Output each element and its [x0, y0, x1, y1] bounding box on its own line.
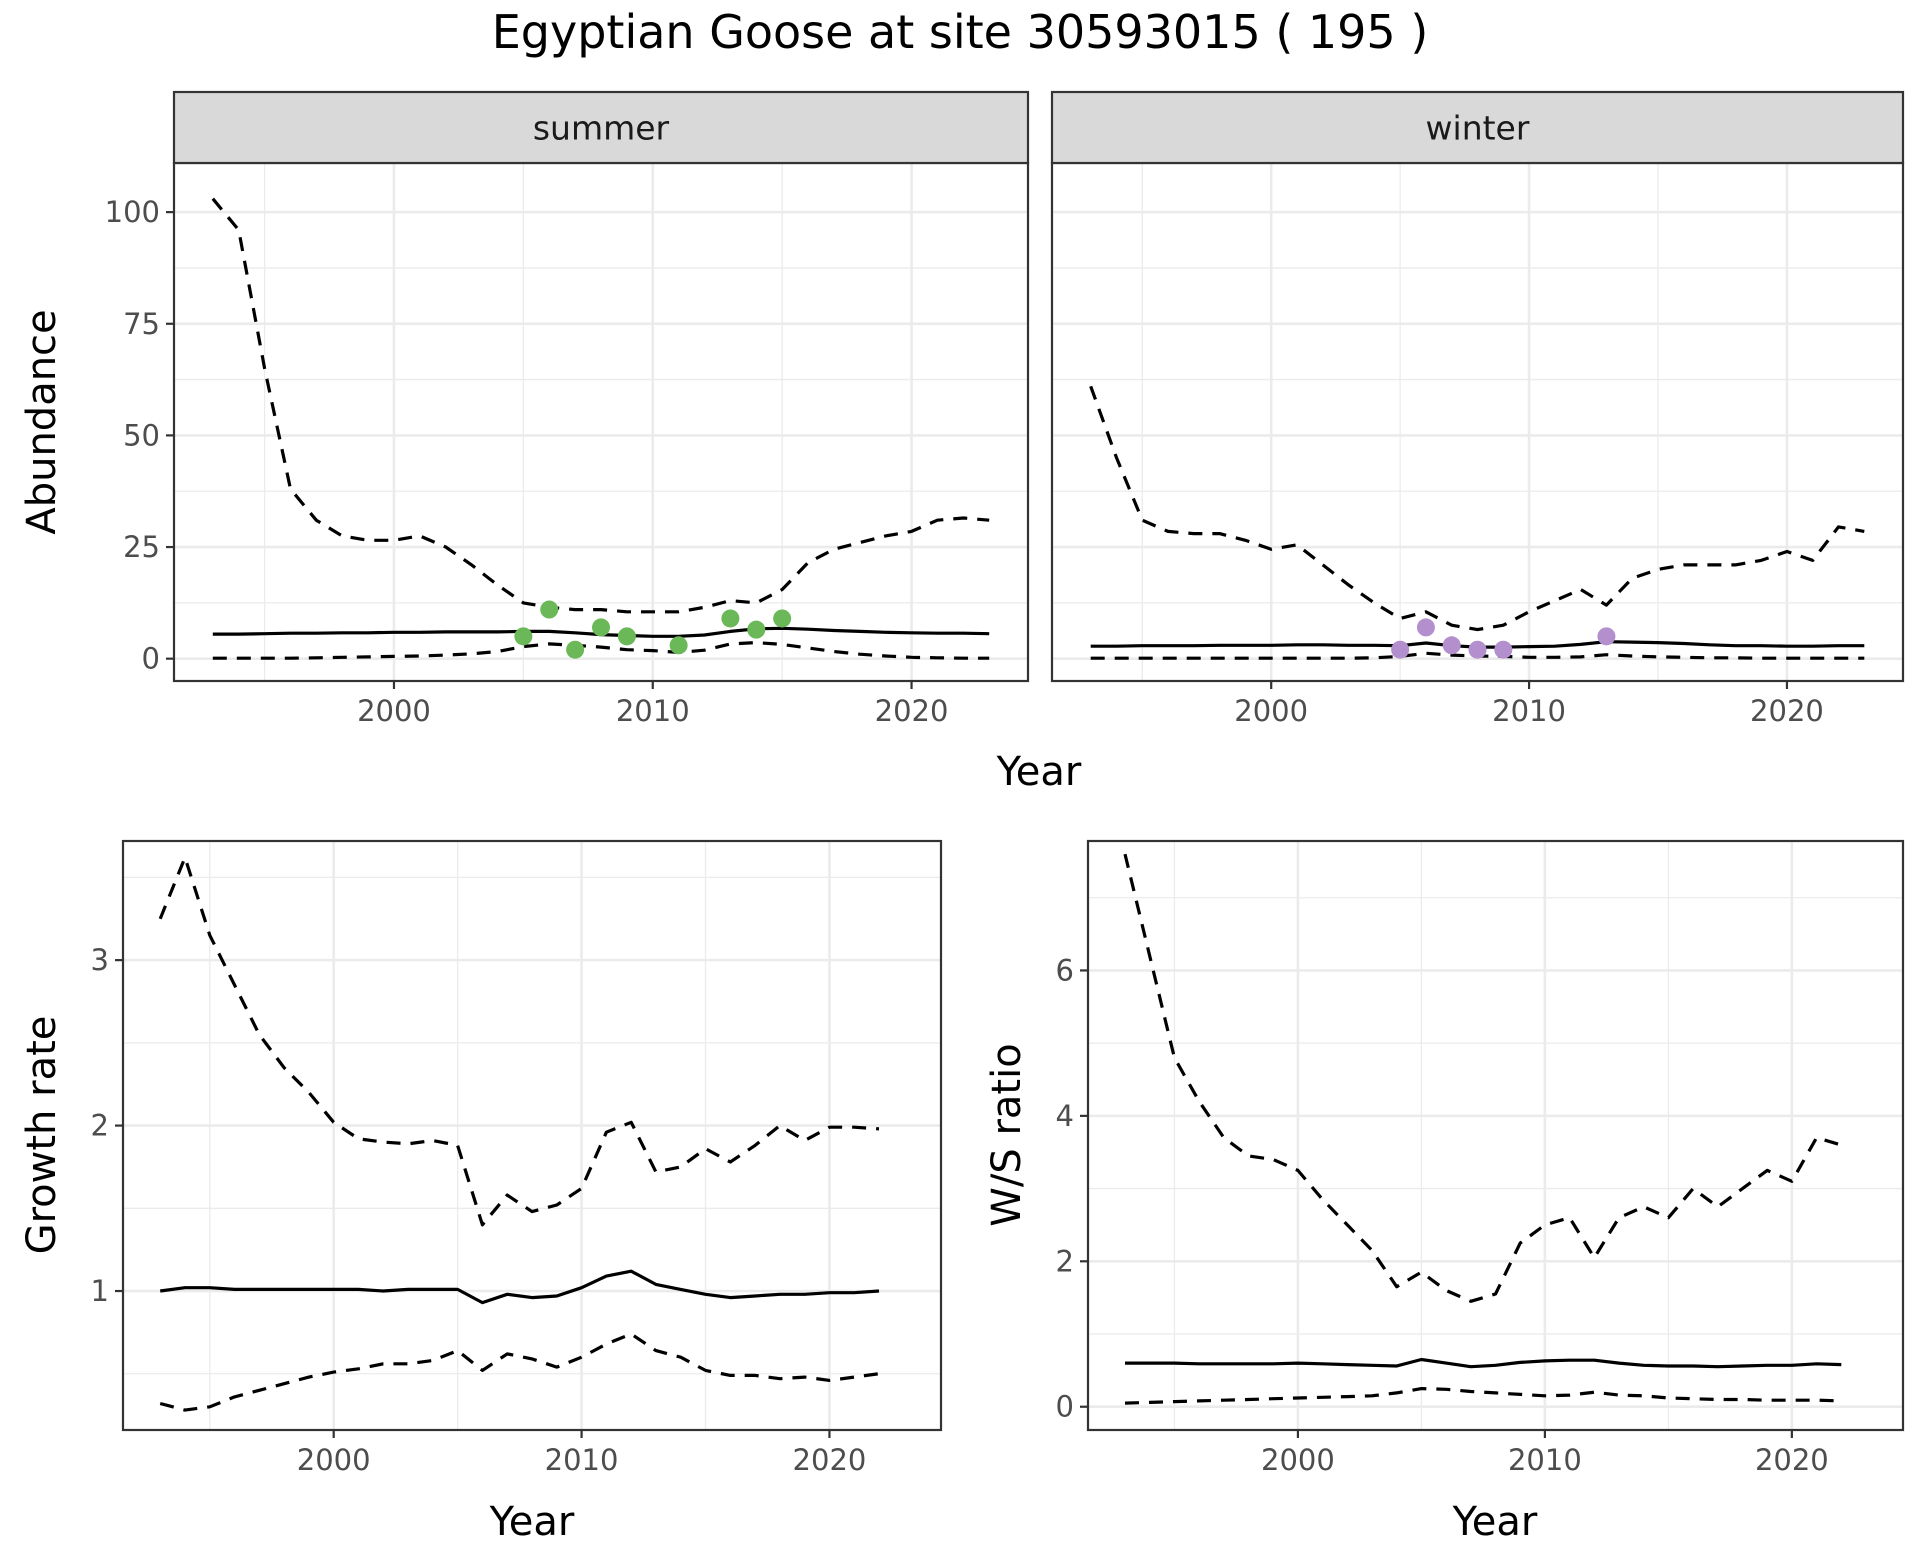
summer-strip: [172, 90, 1030, 165]
x-tick-label: 2010: [1508, 1443, 1582, 1477]
x-tick-label: 2010: [616, 694, 690, 728]
winter-abundance-panel: winter 2000 2010 2020: [1050, 90, 1905, 728]
winter-points: [1391, 618, 1616, 659]
abundance-x-axis-title: Year: [996, 749, 1082, 795]
observed-point: [1442, 636, 1461, 655]
x-tick-label: 2020: [793, 1443, 867, 1477]
x-tick-label: 2000: [1261, 1443, 1335, 1477]
observed-point: [1468, 640, 1487, 659]
summer-x-axis: 2000 2010 2020: [357, 681, 948, 728]
x-tick-label: 2020: [1750, 694, 1824, 728]
observed-point: [721, 609, 740, 628]
x-tick-label: 2000: [297, 1443, 371, 1477]
observed-point: [773, 609, 792, 628]
upper-line: [211, 197, 990, 614]
x-tick-label: 2010: [545, 1443, 619, 1477]
growth-x-axis-title: Year: [489, 1499, 575, 1545]
upper-line: [1089, 385, 1865, 632]
lower-line: [1124, 1387, 1842, 1405]
summer-abundance-panel: summer 0 25 50 75 100 2000 2010 2020: [105, 90, 1030, 728]
chart-title: Egyptian Goose at site 30593015 ( 195 ): [492, 5, 1429, 59]
ws-y-axis: 0 2 4 6: [1056, 953, 1088, 1424]
summer-strip-label: summer: [533, 109, 670, 148]
observed-point: [540, 600, 559, 619]
upper-line: [1123, 853, 1842, 1303]
y-tick-label: 1: [91, 1274, 109, 1308]
y-tick-label: 3: [91, 943, 109, 977]
x-tick-label: 2020: [1755, 1443, 1829, 1477]
lower-line: [212, 641, 990, 660]
ws-y-axis-title: W/S ratio: [984, 1043, 1030, 1226]
y-tick-label: 100: [105, 195, 160, 229]
ws-ratio-panel: 0 2 4 6 2000 2010 2020: [1056, 839, 1905, 1477]
observed-point: [514, 627, 533, 646]
ws-panel-border: [1086, 839, 1905, 1432]
summer-gridlines: [174, 163, 1028, 681]
observed-point: [1494, 640, 1513, 659]
x-tick-label: 2010: [1492, 694, 1566, 728]
x-tick-label: 2020: [875, 694, 949, 728]
lower-line: [159, 1332, 880, 1412]
winter-lines: [1089, 385, 1865, 660]
growth-x-axis: 2000 2010 2020: [297, 1430, 867, 1477]
growth-rate-panel: 1 2 3 2000 2010 2020: [91, 839, 943, 1477]
y-tick-label: 2: [1056, 1244, 1074, 1278]
y-tick-label: 50: [123, 418, 160, 452]
growth-lines: [158, 855, 880, 1412]
y-tick-label: 2: [91, 1109, 109, 1143]
winter-gridlines: [1052, 163, 1903, 681]
ws-gridlines: [1088, 841, 1903, 1430]
upper-line: [158, 855, 880, 1227]
summer-y-axis: 0 25 50 75 100: [105, 195, 174, 676]
x-tick-label: 2000: [1234, 694, 1308, 728]
y-tick-label: 4: [1056, 1099, 1074, 1133]
winter-x-axis: 2000 2010 2020: [1234, 681, 1824, 728]
y-tick-label: 25: [123, 530, 160, 564]
summer-points: [514, 600, 792, 659]
ws-x-axis: 2000 2010 2020: [1261, 1430, 1829, 1477]
growth-gridlines: [123, 841, 941, 1430]
estimate-line: [1125, 1357, 1842, 1369]
y-tick-label: 0: [142, 642, 160, 676]
ws-x-axis-title: Year: [1452, 1499, 1538, 1545]
x-tick-label: 2000: [357, 694, 431, 728]
growth-y-axis-title: Growth rate: [19, 1016, 65, 1255]
observed-point: [592, 618, 610, 637]
winter-strip-label: winter: [1426, 109, 1530, 148]
ws-lines: [1123, 853, 1842, 1405]
estimate-line: [159, 1269, 880, 1305]
observed-point: [1391, 640, 1410, 659]
observed-point: [669, 636, 688, 655]
observed-point: [747, 620, 766, 639]
observed-point: [1416, 618, 1435, 637]
y-tick-label: 6: [1056, 953, 1074, 987]
observed-point: [617, 627, 636, 646]
growth-panel-border: [121, 839, 943, 1432]
growth-y-axis: 1 2 3: [91, 943, 123, 1308]
y-tick-label: 75: [123, 307, 160, 341]
observed-point: [1597, 627, 1616, 646]
abundance-y-axis-title: Abundance: [19, 309, 65, 534]
y-tick-label: 0: [1056, 1390, 1074, 1424]
observed-point: [566, 640, 585, 659]
winter-strip: [1050, 90, 1905, 165]
